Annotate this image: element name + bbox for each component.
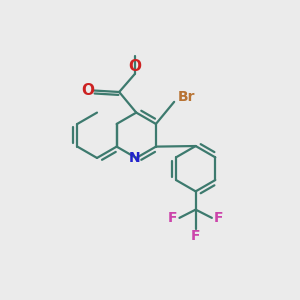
Text: F: F xyxy=(168,211,178,225)
Text: O: O xyxy=(128,58,141,74)
Text: Br: Br xyxy=(178,90,195,104)
Text: N: N xyxy=(129,151,141,165)
Text: F: F xyxy=(214,211,223,225)
Text: F: F xyxy=(191,229,200,243)
Text: O: O xyxy=(81,83,94,98)
